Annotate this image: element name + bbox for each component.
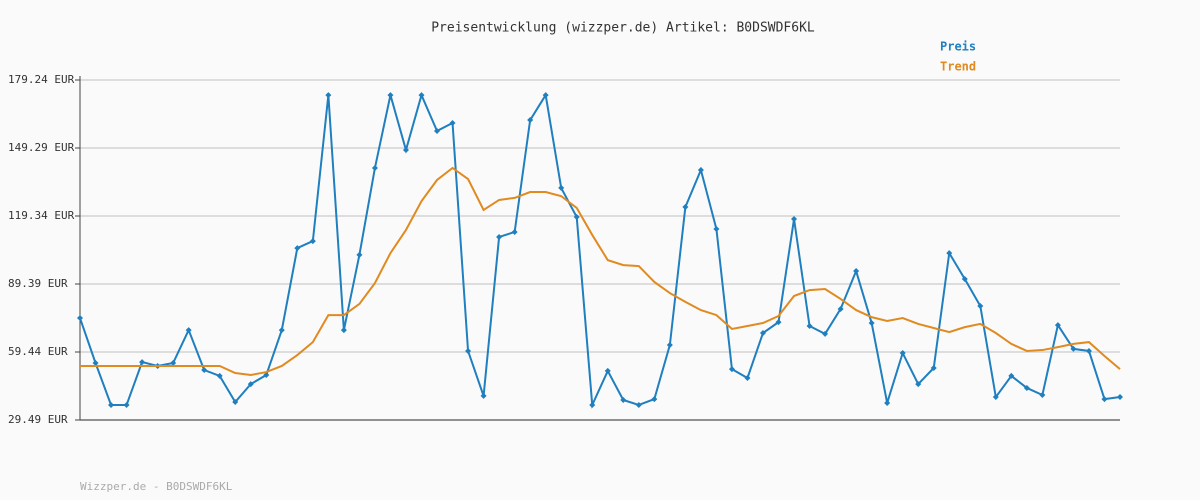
point (837, 305, 844, 312)
point (1070, 345, 1077, 352)
y-tick-label: 179.24 EUR (8, 73, 75, 86)
point (542, 92, 549, 99)
point (853, 268, 860, 275)
point (915, 381, 922, 388)
point (744, 374, 751, 381)
point (449, 120, 456, 127)
point (123, 401, 130, 408)
point (635, 401, 642, 408)
point (651, 396, 658, 403)
point (930, 364, 937, 371)
legend-label: Trend (940, 60, 976, 74)
series-line (79, 92, 1121, 409)
point (201, 367, 208, 374)
point (309, 238, 316, 245)
point (77, 315, 83, 322)
point (185, 327, 192, 334)
point (558, 184, 565, 191)
point (604, 367, 611, 374)
point (666, 342, 673, 349)
point (728, 366, 735, 373)
point (108, 401, 115, 408)
point (822, 330, 829, 337)
point (1085, 347, 1092, 354)
point (806, 322, 813, 329)
point (356, 251, 363, 258)
point (697, 167, 704, 174)
footer: Wizzper.de - B0DSWDF6KL (80, 480, 233, 493)
point (589, 401, 596, 408)
point (961, 275, 968, 282)
point (387, 92, 394, 99)
point (868, 320, 875, 327)
y-tick-label: 89.39 EUR (8, 277, 68, 290)
point (573, 213, 580, 220)
point (232, 399, 239, 406)
point (1008, 372, 1015, 379)
point (170, 359, 177, 366)
point (1054, 322, 1061, 329)
point (434, 127, 441, 134)
y-tick-label: 149.29 EUR (8, 141, 75, 154)
point (92, 359, 99, 366)
point (620, 396, 627, 403)
point (371, 164, 378, 171)
point (1117, 394, 1123, 401)
point (263, 372, 270, 379)
point (465, 347, 472, 354)
point (511, 228, 518, 235)
point (791, 216, 798, 223)
point (247, 381, 254, 388)
point (294, 245, 301, 252)
point (480, 392, 487, 399)
legend-label: Preis (940, 40, 976, 54)
point (1039, 392, 1046, 399)
series-line (80, 166, 1121, 377)
point (759, 330, 766, 337)
y-tick-label: 29.49 EUR (8, 413, 68, 426)
point (682, 204, 689, 211)
point (1101, 396, 1108, 403)
point (418, 92, 425, 99)
point (1023, 384, 1030, 391)
point (216, 372, 223, 379)
y-tick-label: 119.34 EUR (8, 209, 75, 222)
point (775, 319, 782, 326)
point (340, 327, 347, 334)
point (496, 233, 503, 240)
point (325, 92, 332, 99)
point (713, 226, 720, 233)
point (977, 303, 984, 310)
point (278, 327, 285, 334)
point (992, 394, 999, 401)
chart-title: Preisentwicklung (wizzper.de) Artikel: B… (431, 21, 815, 36)
y-tick-label: 59.44 EUR (8, 345, 68, 358)
point (884, 399, 891, 406)
point (946, 250, 953, 257)
point (139, 359, 146, 366)
point (899, 349, 906, 356)
point (402, 147, 409, 154)
point (527, 117, 534, 124)
